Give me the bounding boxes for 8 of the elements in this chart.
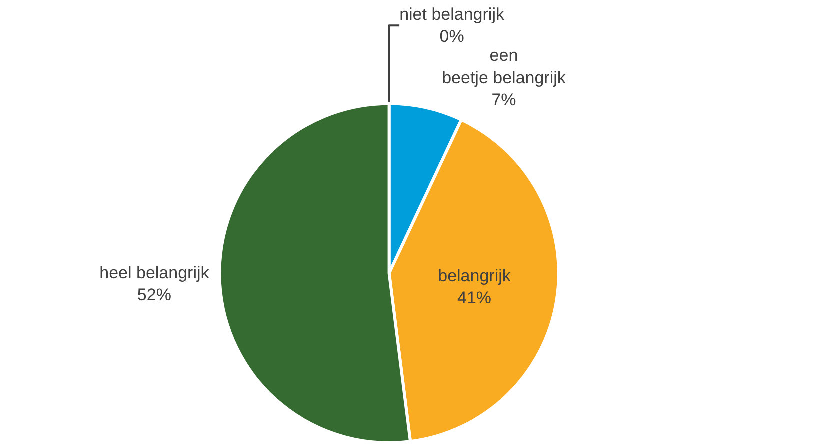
slice-label: belangrijk: [438, 266, 512, 286]
category-label: niet belangrijk: [400, 5, 504, 24]
data-label: 52%: [137, 286, 172, 305]
slice-label: een beetje belangrijk: [442, 46, 566, 88]
data-label: 7%: [492, 90, 516, 110]
slice-label: heel belangrijk: [100, 264, 210, 283]
text: 0%: [440, 27, 464, 46]
data-label: 41%: [457, 288, 492, 308]
